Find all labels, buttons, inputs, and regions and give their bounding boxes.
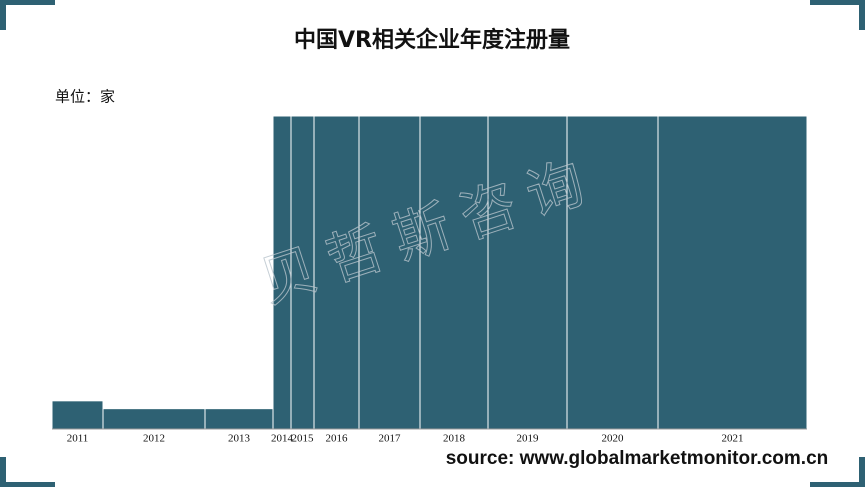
x-tick-label: 2016 bbox=[326, 433, 349, 445]
bar bbox=[358, 115, 421, 430]
bar bbox=[657, 115, 808, 430]
x-tick-label: 2012 bbox=[143, 433, 165, 445]
bar bbox=[204, 408, 274, 430]
x-tick-label: 2020 bbox=[602, 433, 625, 445]
x-tick-label: 2017 bbox=[379, 433, 402, 445]
chart-title: 中国VR相关企业年度注册量 bbox=[294, 27, 570, 53]
x-tick-label: 2018 bbox=[443, 433, 466, 445]
x-tick-label: 2015 bbox=[292, 433, 315, 445]
x-tick-label: 2011 bbox=[67, 433, 89, 445]
bar bbox=[419, 115, 489, 430]
bar bbox=[102, 408, 206, 430]
source: source: www.globalmarketmonitor.com.cn bbox=[446, 448, 829, 469]
x-tick-label: 2014 bbox=[271, 433, 294, 445]
bar bbox=[51, 400, 104, 430]
x-tick-label: 2013 bbox=[228, 433, 251, 445]
x-tick-label: 2021 bbox=[722, 433, 744, 445]
bar bbox=[566, 115, 659, 430]
unit-label: 单位：家 bbox=[55, 88, 115, 106]
bar bbox=[487, 115, 568, 430]
bar bbox=[313, 115, 360, 430]
x-tick-label: 2019 bbox=[517, 433, 540, 445]
